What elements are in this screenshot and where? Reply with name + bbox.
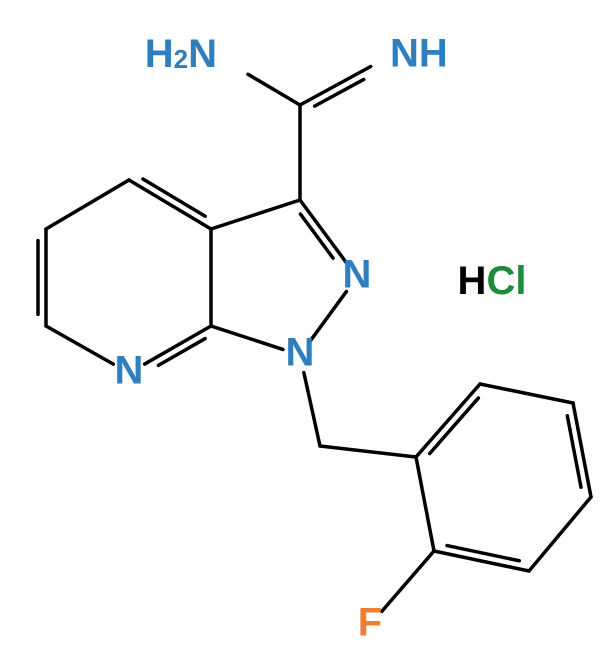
atom-label-n: N — [286, 331, 315, 375]
counterion-hcl: HCl — [458, 259, 527, 303]
atom-label-nh2: H2N — [145, 32, 217, 76]
atom-label-n: N — [115, 349, 144, 393]
atom-label-f: F — [358, 601, 382, 645]
atom-label-nh: NH — [390, 32, 448, 76]
molecule-diagram: H2NNHNNNFHCl — [0, 0, 600, 658]
atom-label-n: N — [343, 253, 372, 297]
